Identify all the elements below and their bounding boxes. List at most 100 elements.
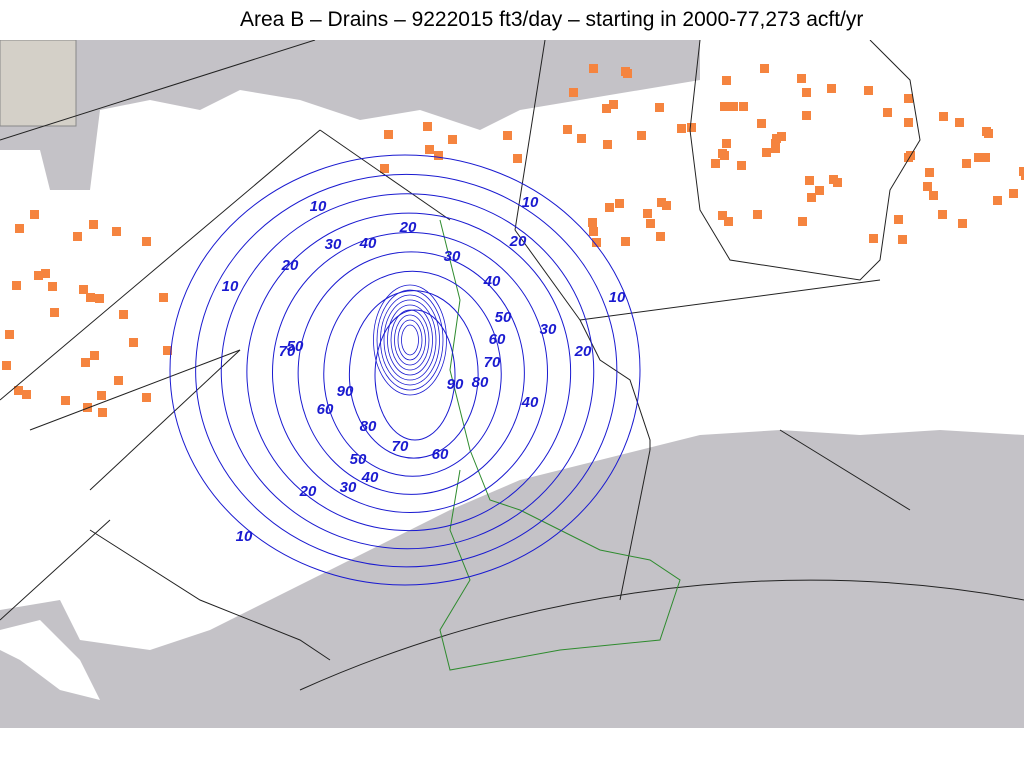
contour-label: 70 xyxy=(484,354,501,371)
contour-label: 20 xyxy=(299,483,317,500)
orange-cell xyxy=(637,131,646,140)
contour-label: 80 xyxy=(472,374,489,391)
contour-label: 60 xyxy=(432,446,449,463)
orange-cells xyxy=(2,64,1024,417)
orange-cell xyxy=(805,176,814,185)
orange-cell xyxy=(958,219,967,228)
orange-cell xyxy=(14,386,23,395)
orange-cell xyxy=(61,396,70,405)
contour-line-inner xyxy=(383,299,437,381)
orange-cell xyxy=(22,390,31,399)
orange-cell xyxy=(89,220,98,229)
contour-line-inner xyxy=(387,304,433,376)
contour-label: 90 xyxy=(447,376,464,393)
orange-cell xyxy=(163,346,172,355)
contour-label: 70 xyxy=(279,343,296,360)
contour-line xyxy=(220,193,595,550)
orange-cell xyxy=(589,64,598,73)
contour-label: 30 xyxy=(325,236,342,253)
contour-line-inner xyxy=(394,314,426,366)
orange-cell xyxy=(737,161,746,170)
contour-label: 40 xyxy=(361,469,379,486)
orange-cell xyxy=(722,139,731,148)
orange-cell xyxy=(5,330,14,339)
contour-label: 40 xyxy=(483,273,501,290)
orange-cell xyxy=(621,67,630,76)
contour-line-inner xyxy=(390,309,430,371)
contour-label: 10 xyxy=(310,198,327,215)
orange-cell xyxy=(605,203,614,212)
orange-cell xyxy=(41,269,50,278)
orange-cell xyxy=(869,234,878,243)
boundary-lines xyxy=(439,219,681,671)
map-title: Area B – Drains – 9222015 ft3/day – star… xyxy=(240,8,864,31)
orange-cell xyxy=(423,122,432,131)
orange-cell xyxy=(687,123,696,132)
orange-cell xyxy=(923,182,932,191)
contour-line-inner xyxy=(376,289,444,391)
orange-cell xyxy=(939,112,948,121)
contour-label: 10 xyxy=(236,528,253,545)
orange-cell xyxy=(802,111,811,120)
contour-label: 30 xyxy=(340,479,357,496)
orange-cell xyxy=(656,232,665,241)
orange-cell xyxy=(981,153,990,162)
orange-cell xyxy=(48,282,57,291)
orange-cell xyxy=(955,118,964,127)
orange-cell xyxy=(772,134,781,143)
orange-cell xyxy=(739,102,748,111)
orange-cell xyxy=(159,293,168,302)
contour-label: 70 xyxy=(392,438,409,455)
orange-cell xyxy=(984,129,993,138)
orange-cell xyxy=(938,210,947,219)
contour-line xyxy=(297,251,525,495)
contour-line-inner xyxy=(373,284,447,396)
orange-cell xyxy=(662,201,671,210)
orange-cell xyxy=(142,237,151,246)
orange-cell xyxy=(925,168,934,177)
orange-cell xyxy=(929,191,938,200)
orange-cell xyxy=(802,88,811,97)
orange-cell xyxy=(898,235,907,244)
contour-label: 20 xyxy=(399,219,417,236)
contour-line-inner xyxy=(401,324,419,356)
orange-cell xyxy=(815,186,824,195)
orange-cell xyxy=(753,210,762,219)
orange-cell xyxy=(993,196,1002,205)
orange-cell xyxy=(729,102,738,111)
orange-cell xyxy=(904,118,913,127)
orange-cell xyxy=(98,408,107,417)
contour-label: 20 xyxy=(509,233,527,250)
orange-cell xyxy=(829,175,838,184)
orange-cell xyxy=(592,238,601,247)
county-lines xyxy=(0,40,1024,691)
orange-cell xyxy=(883,108,892,117)
orange-cell xyxy=(677,124,686,133)
orange-cell xyxy=(609,100,618,109)
orange-cell xyxy=(114,376,123,385)
orange-cell xyxy=(2,361,11,370)
contour-line xyxy=(323,270,502,477)
contour-label: 30 xyxy=(444,248,461,265)
orange-cell xyxy=(86,293,95,302)
contour-line xyxy=(169,154,641,586)
contour-label: 10 xyxy=(609,289,626,306)
orange-cell xyxy=(588,218,597,227)
contour-label: 50 xyxy=(495,309,512,326)
orange-cell xyxy=(602,104,611,113)
contour-label: 50 xyxy=(287,338,304,355)
orange-cell xyxy=(15,224,24,233)
orange-cell xyxy=(425,145,434,154)
orange-cell xyxy=(112,227,121,236)
contour-line-inner xyxy=(397,319,423,361)
map: 1010101010202020202030303030404040405050… xyxy=(0,40,1024,728)
orange-cell xyxy=(643,209,652,218)
orange-cell xyxy=(797,74,806,83)
orange-cell xyxy=(34,271,43,280)
contour-label: 40 xyxy=(359,235,377,252)
contour-line xyxy=(246,212,572,532)
orange-cell xyxy=(12,281,21,290)
orange-cell xyxy=(589,227,598,236)
orange-cell xyxy=(760,64,769,73)
